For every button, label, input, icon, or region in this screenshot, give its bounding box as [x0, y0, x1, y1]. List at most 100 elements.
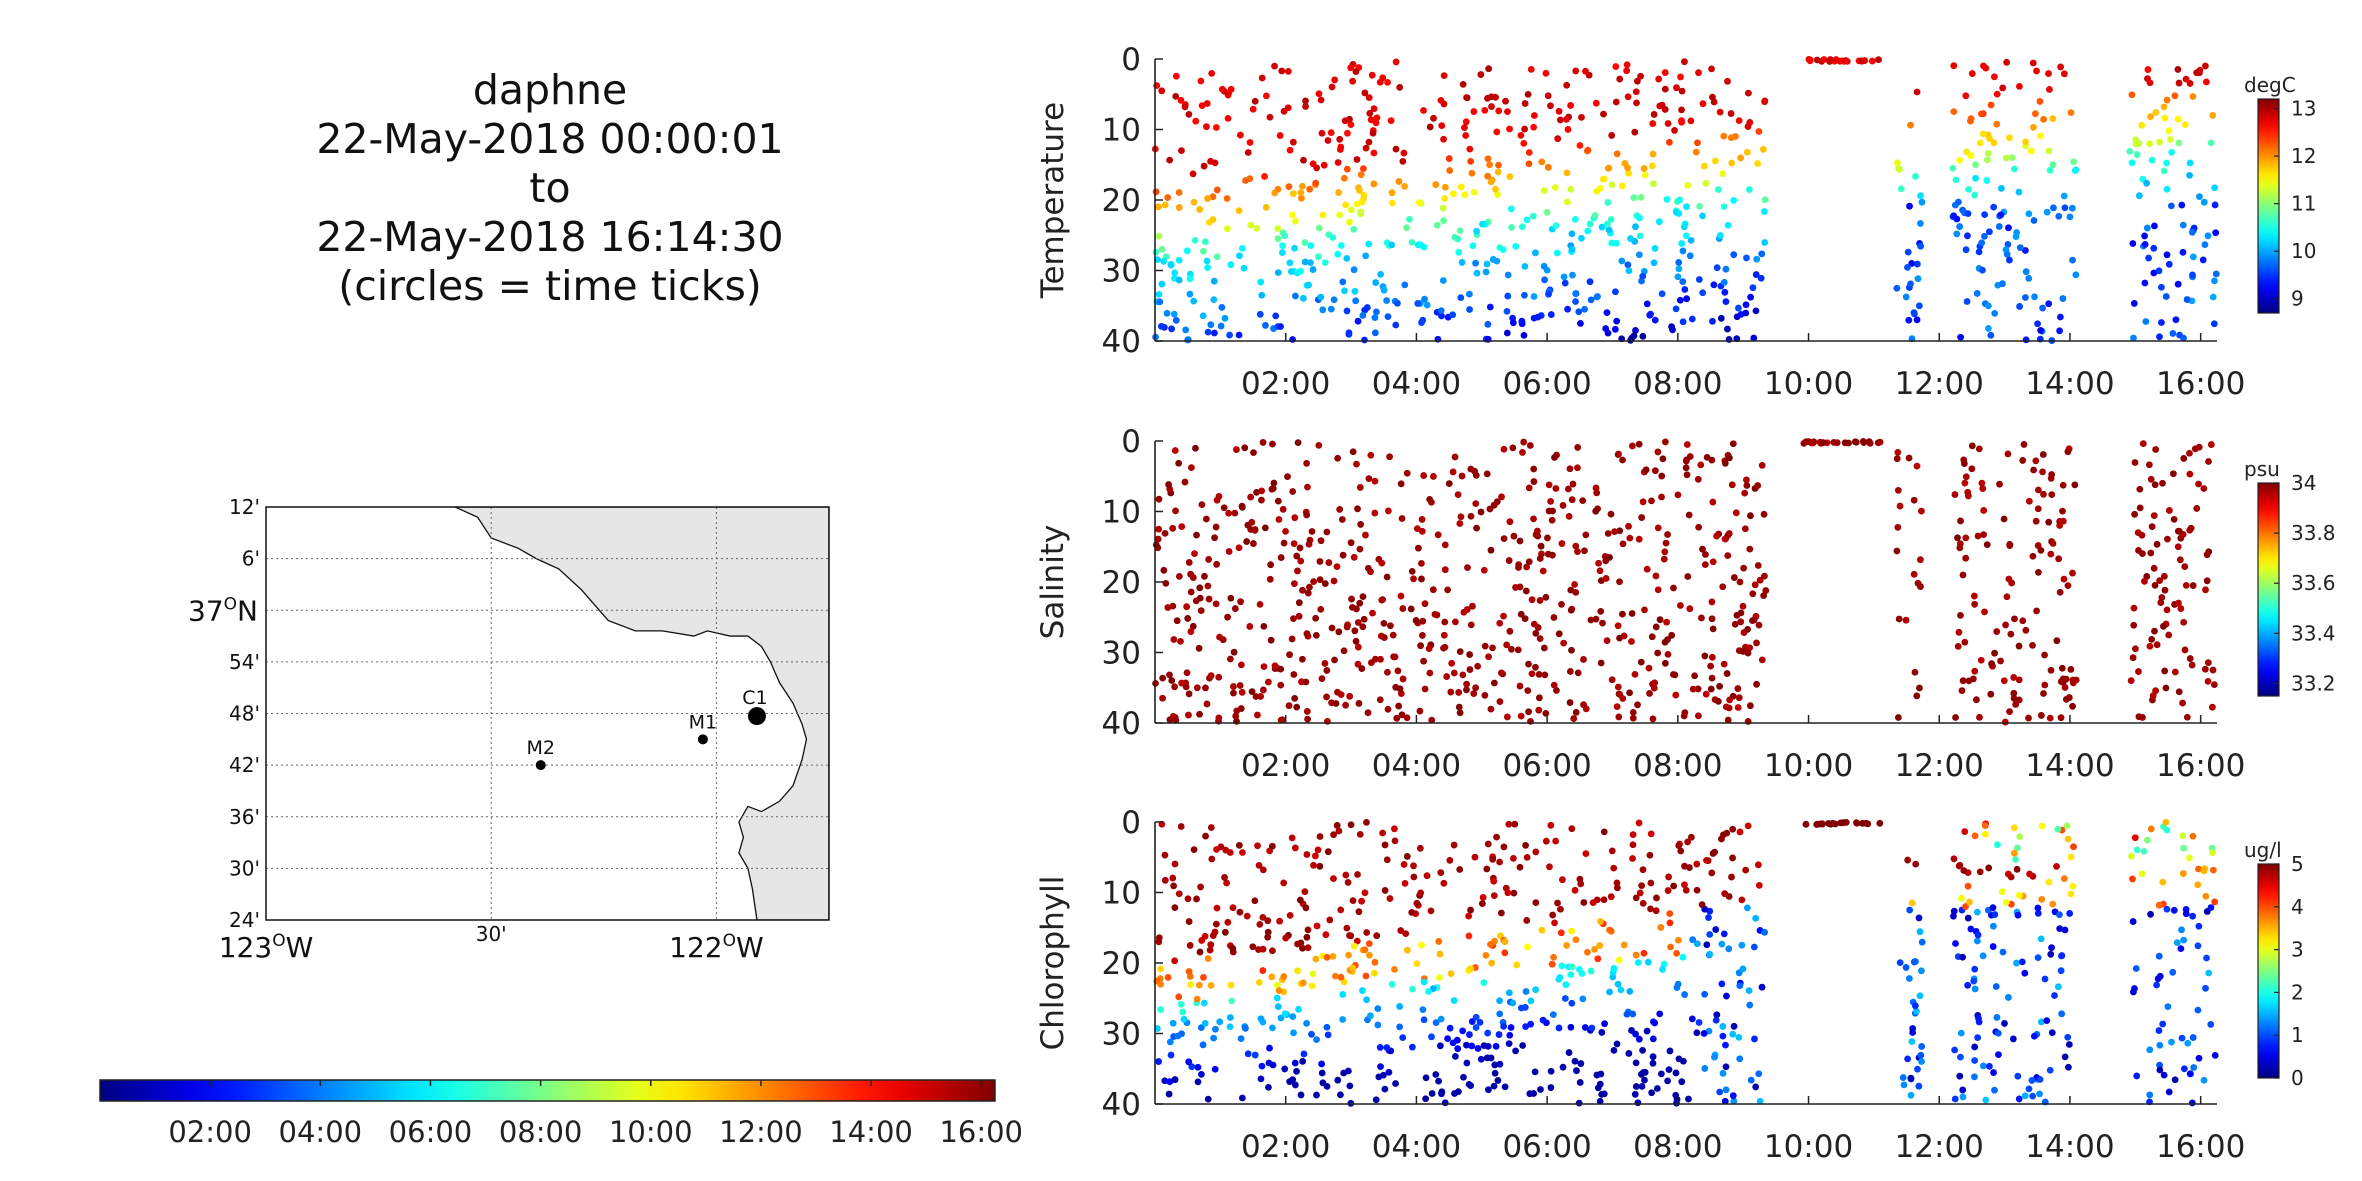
data-point: [2156, 1066, 2164, 1074]
data-point: [1287, 268, 1295, 275]
data-point: [1473, 269, 1481, 277]
data-point: [1236, 682, 1244, 689]
data-point: [1386, 453, 1393, 461]
data-point: [1334, 250, 1342, 258]
data-point: [1673, 1099, 1680, 1107]
data-point: [1632, 1059, 1640, 1067]
data-point: [1664, 1077, 1672, 1085]
data-point: [2027, 147, 2035, 155]
data-point: [1432, 1019, 1440, 1027]
data-point: [1646, 311, 1654, 319]
data-point: [1841, 439, 1849, 447]
data-point: [1513, 961, 1521, 969]
data-point: [2207, 441, 2215, 448]
data-point: [1171, 904, 1179, 912]
data-point: [2034, 505, 2042, 513]
data-point: [1952, 176, 1960, 184]
data-point: [1316, 558, 1324, 565]
data-point: [1998, 888, 2006, 896]
data-point: [1236, 131, 1244, 139]
data-point: [1525, 558, 1533, 566]
data-point: [1380, 1071, 1387, 1079]
time-colorbar-tick-label: 08:00: [499, 1115, 583, 1149]
data-point: [1629, 831, 1637, 839]
data-point: [1187, 464, 1195, 472]
data-point: [1273, 994, 1281, 1002]
data-point: [1749, 590, 1757, 598]
data-point: [1853, 819, 1860, 827]
data-point: [1544, 534, 1551, 542]
data-point: [2070, 158, 2078, 166]
data-point: [1719, 583, 1727, 591]
data-point: [1174, 1032, 1182, 1040]
data-point: [2177, 945, 2185, 953]
data-point: [1503, 713, 1511, 721]
data-point: [1584, 227, 1592, 235]
data-point: [1185, 690, 1193, 698]
data-point: [1646, 851, 1654, 859]
data-point: [1719, 1069, 1727, 1077]
data-point: [1730, 1097, 1738, 1105]
data-point: [2160, 167, 2168, 175]
data-point: [1587, 967, 1595, 975]
data-point: [1761, 928, 1768, 936]
data-point: [1410, 862, 1417, 870]
data-point: [1693, 860, 1701, 868]
data-point: [1989, 904, 1997, 912]
data-point: [1670, 882, 1678, 890]
data-point: [1918, 967, 1925, 975]
data-point: [2060, 70, 2068, 78]
data-point: [1964, 210, 1972, 217]
data-point: [1666, 910, 1674, 918]
data-point: [1175, 204, 1183, 211]
data-point: [1969, 675, 1977, 683]
data-point: [1526, 442, 1534, 449]
data-point: [1985, 1062, 1993, 1070]
data-point: [1403, 224, 1410, 232]
data-point: [1284, 67, 1292, 75]
data-point: [1359, 987, 1366, 994]
data-point: [1484, 1029, 1492, 1037]
data-point: [2184, 1039, 2192, 1047]
data-point: [1186, 942, 1194, 949]
data-point: [1918, 1058, 1925, 1065]
data-point: [2040, 115, 2047, 123]
data-point: [1569, 480, 1577, 488]
data-point: [2034, 320, 2041, 328]
scatter-points: [1153, 818, 2219, 1107]
data-point: [1354, 871, 1361, 878]
data-point: [1354, 317, 1362, 325]
data-point: [1613, 1040, 1621, 1048]
data-point: [1487, 941, 1494, 948]
data-point: [1689, 685, 1697, 693]
data-point: [2161, 114, 2169, 122]
data-point: [1251, 526, 1259, 533]
data-point: [1470, 108, 1478, 115]
data-point: [1612, 63, 1620, 70]
data-point: [2129, 875, 2136, 883]
data-point: [2169, 470, 2177, 478]
data-point: [1555, 1024, 1563, 1032]
data-point: [1962, 473, 1970, 481]
data-point: [1658, 472, 1666, 480]
data-point: [1155, 290, 1163, 298]
data-point: [2188, 229, 2196, 236]
x-tick-label: 02:00: [1241, 1129, 1330, 1165]
data-point: [1990, 73, 1998, 81]
data-point: [1718, 940, 1726, 948]
data-point: [1278, 67, 1286, 75]
data-point: [2047, 550, 2055, 558]
data-point: [1259, 967, 1267, 974]
data-point: [1316, 862, 1324, 870]
data-point: [1319, 211, 1327, 219]
data-point: [1357, 521, 1365, 528]
data-point: [1402, 930, 1410, 938]
data-point: [2025, 210, 2033, 218]
data-point: [1547, 102, 1554, 110]
data-point: [1708, 598, 1716, 606]
data-point: [1490, 501, 1498, 509]
data-point: [1530, 1090, 1538, 1097]
data-point: [2163, 185, 2171, 193]
